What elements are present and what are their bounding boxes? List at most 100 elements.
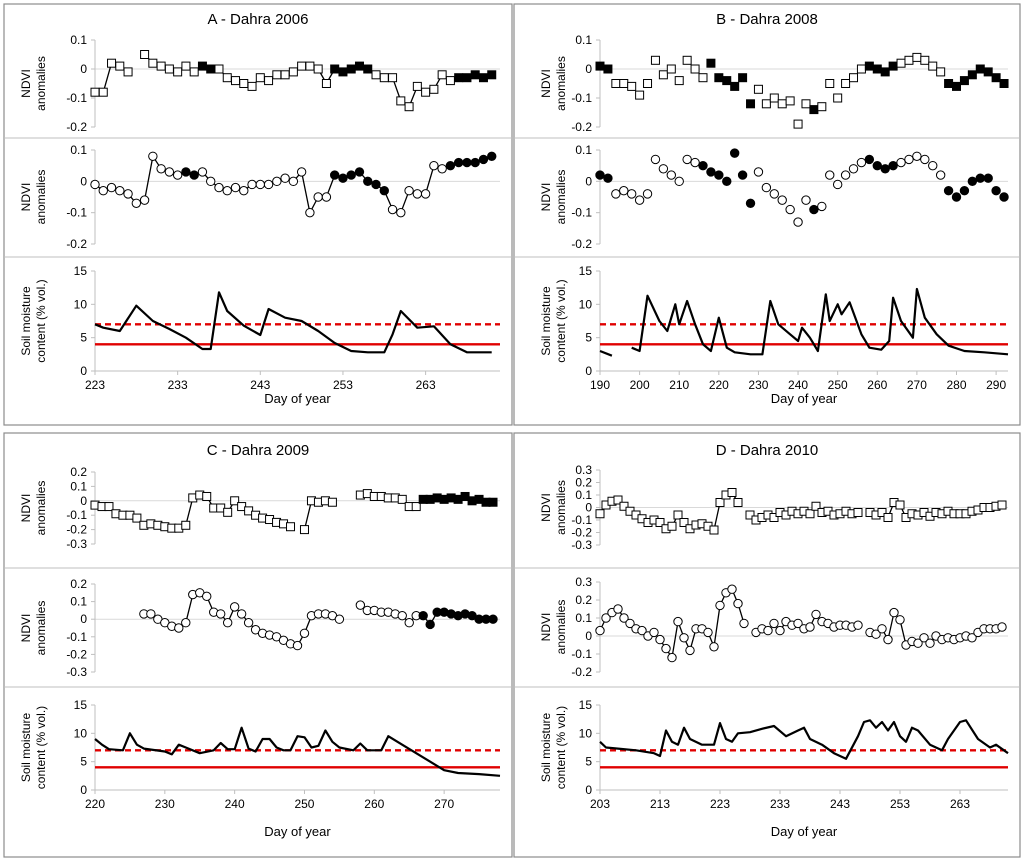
data-point: [825, 170, 835, 180]
data-point: [853, 620, 863, 630]
data-point: [272, 176, 282, 187]
data-point: [811, 501, 821, 511]
data-point: [462, 73, 472, 83]
y-tick-label: 0: [80, 174, 87, 188]
y-axis-label: NDVIanomalies: [539, 480, 568, 535]
y-tick-label: 0: [585, 174, 592, 188]
data-point: [90, 87, 100, 97]
data-point: [811, 609, 821, 620]
data-point: [967, 633, 977, 643]
y-tick-label: -0.1: [66, 206, 87, 220]
data-point: [173, 67, 183, 77]
data-point: [967, 70, 977, 80]
data-point: [255, 73, 265, 83]
data-point: [115, 186, 125, 196]
data-point: [997, 622, 1007, 632]
data-point: [214, 182, 224, 193]
data-point: [883, 634, 893, 645]
data-point: [140, 50, 150, 59]
x-tick-label: 223: [710, 797, 730, 811]
data-point: [255, 179, 266, 190]
data-point: [327, 497, 337, 507]
data-point: [967, 176, 978, 187]
y-tick-label: 5: [80, 331, 87, 345]
data-point: [853, 508, 863, 517]
data-point: [952, 81, 962, 91]
panel-title: C - Dahra 2009: [207, 442, 310, 459]
x-tick-label: 290: [986, 378, 1006, 392]
y-tick-label: -0.1: [571, 91, 592, 105]
data-point: [346, 170, 356, 180]
data-point: [871, 629, 881, 639]
data-point: [229, 602, 240, 612]
data-point: [215, 609, 226, 619]
data-point: [338, 67, 348, 77]
y-axis-label: Soil moisturecontent (% vol.): [539, 706, 568, 789]
data-point: [181, 618, 191, 628]
y-tick-label: 0: [585, 629, 592, 643]
x-tick-label: 243: [250, 378, 270, 392]
data-point: [895, 500, 905, 510]
data-point: [404, 618, 414, 628]
data-point: [445, 76, 455, 86]
data-point: [223, 507, 233, 517]
data-point: [709, 525, 719, 535]
data-point: [951, 192, 962, 202]
data-point: [611, 189, 621, 199]
data-point: [714, 73, 724, 83]
data-point: [703, 627, 713, 638]
y-tick-label: 0: [585, 783, 592, 797]
data-point: [666, 64, 676, 74]
y-tick-label: -0.3: [66, 665, 87, 679]
data-point: [690, 64, 700, 74]
data-point: [418, 610, 428, 621]
data-point: [928, 61, 938, 71]
data-point: [883, 513, 893, 522]
data-point: [470, 70, 480, 80]
y-tick-label: 0.2: [70, 465, 87, 479]
data-point: [98, 186, 108, 196]
data-point: [437, 70, 447, 80]
data-point: [454, 73, 464, 83]
panels: A - Dahra 20060.10-0.1-0.2NDVIanomalies0…: [4, 11, 1020, 839]
x-tick-label: 253: [333, 378, 353, 392]
data-point: [305, 61, 315, 71]
data-point: [825, 79, 835, 88]
panel-a: A - Dahra 20060.10-0.1-0.2NDVIanomalies0…: [4, 11, 512, 406]
data-point: [247, 81, 257, 91]
data-point: [412, 81, 422, 91]
y-tick-label: 15: [74, 264, 88, 278]
y-axis-label: Soil moisturecontent (% vol.): [19, 706, 48, 789]
data-point: [769, 618, 779, 629]
data-point: [429, 84, 439, 94]
panel-frame: [513, 432, 1021, 858]
x-tick-label: 190: [590, 378, 610, 392]
y-tick-label: -0.2: [571, 237, 592, 251]
data-point: [888, 160, 898, 171]
data-point: [286, 522, 296, 532]
x-tick-label: 240: [788, 378, 808, 392]
data-point: [425, 619, 435, 630]
data-point: [321, 192, 332, 202]
data-point: [363, 176, 373, 187]
data-point: [769, 513, 779, 522]
data-point: [817, 102, 827, 112]
data-point: [214, 64, 224, 74]
data-point: [753, 84, 763, 94]
x-tick-label: 230: [155, 797, 175, 811]
data-point: [346, 64, 356, 74]
y-tick-label: 0.1: [575, 488, 592, 502]
data-point: [674, 176, 684, 187]
data-point: [181, 61, 191, 71]
y-axis-label: NDVIanomalies: [539, 56, 568, 111]
panel-frame: [3, 3, 513, 426]
y-tick-label: 5: [585, 755, 592, 769]
data-point: [920, 154, 930, 165]
data-point: [637, 625, 647, 636]
data-point: [239, 186, 249, 196]
data-point: [371, 70, 381, 80]
data-point: [202, 491, 212, 501]
data-point: [222, 618, 233, 628]
data-point: [595, 509, 605, 519]
